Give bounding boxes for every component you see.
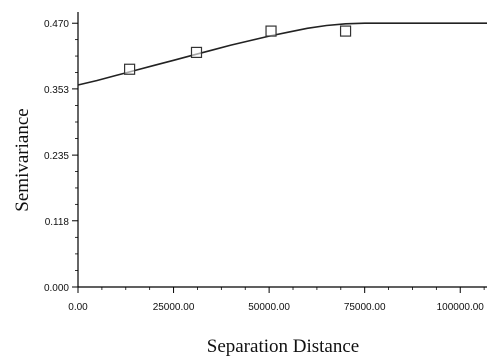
y-tick-label: 0.000 (44, 283, 69, 294)
x-tick-label: 50000.00 (248, 302, 290, 313)
y-tick-label: 0.470 (44, 19, 69, 30)
data-point-square (190, 46, 203, 59)
y-tick-label: 0.353 (44, 85, 69, 96)
x-tick-label: 75000.00 (344, 302, 386, 313)
model-curve-line (77, 22, 487, 86)
x-tick-label: 100000.00 (437, 302, 485, 313)
data-point-square (124, 63, 136, 75)
x-axis-title: Separation Distance (207, 336, 359, 357)
y-tick-label: 0.118 (45, 217, 70, 228)
plot-area: 0.000 0.118 0.235 0.353 0.470 0.00 25000.00 500… (44, 12, 487, 313)
y-tick-label: 0.235 (44, 151, 69, 162)
x-tick-label: 0.00 (68, 302, 88, 313)
data-point-square (339, 25, 352, 37)
x-tick-label: 25000.00 (153, 302, 195, 313)
y-axis-title: Semivariance (12, 108, 33, 211)
data-point-square (265, 25, 277, 37)
